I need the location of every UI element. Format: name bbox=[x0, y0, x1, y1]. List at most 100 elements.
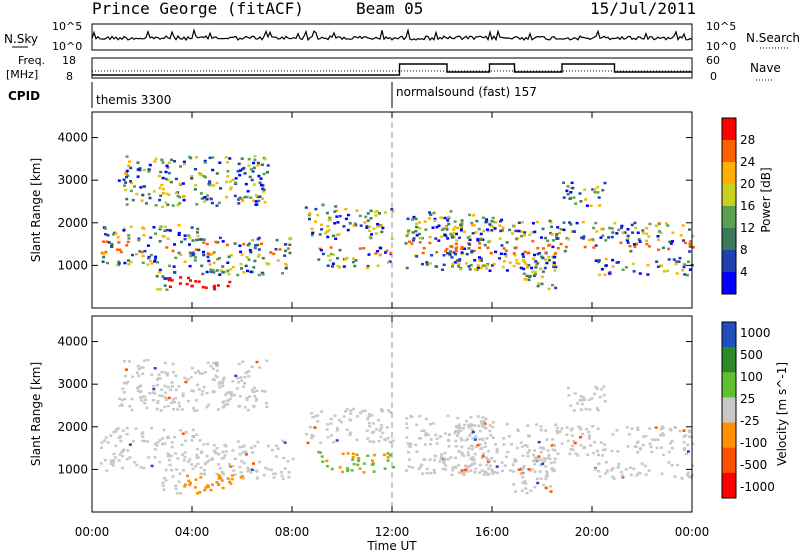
data-cell bbox=[147, 193, 151, 196]
data-cell bbox=[385, 249, 389, 253]
data-cell bbox=[594, 221, 598, 225]
data-cell bbox=[166, 166, 170, 169]
data-cell bbox=[610, 235, 614, 239]
data-cell bbox=[478, 471, 482, 474]
data-cell bbox=[167, 458, 171, 462]
data-cell bbox=[124, 181, 128, 184]
data-cell bbox=[121, 387, 125, 391]
time-axis: 00:00 04:00 08:00 12:00 16:00 20:00 00:00 bbox=[75, 112, 709, 539]
data-cell bbox=[460, 439, 464, 442]
data-cell bbox=[570, 230, 574, 233]
data-cell bbox=[251, 451, 255, 454]
data-cell bbox=[583, 188, 587, 191]
data-cell bbox=[470, 447, 474, 451]
data-cell bbox=[484, 427, 488, 430]
data-cell bbox=[359, 411, 362, 415]
data-cell bbox=[570, 181, 574, 185]
data-cell bbox=[553, 444, 556, 447]
data-cell bbox=[429, 438, 433, 441]
data-cell bbox=[578, 399, 582, 402]
data-cell bbox=[511, 463, 515, 467]
data-cell bbox=[495, 447, 499, 451]
data-cell bbox=[140, 250, 144, 254]
data-cell bbox=[372, 227, 376, 230]
data-cell bbox=[532, 453, 536, 457]
data-cell bbox=[545, 470, 549, 473]
data-cell bbox=[242, 242, 246, 246]
data-cell bbox=[594, 259, 598, 262]
data-cell bbox=[320, 455, 324, 458]
data-cell bbox=[418, 236, 422, 240]
colorbar-frame bbox=[721, 117, 737, 295]
data-cell bbox=[681, 269, 685, 272]
data-cell bbox=[685, 452, 688, 456]
data-cell bbox=[123, 261, 127, 265]
data-cell bbox=[265, 262, 269, 265]
data-cell bbox=[473, 424, 477, 427]
data-cell bbox=[179, 429, 183, 432]
data-cell bbox=[667, 247, 671, 251]
data-cell bbox=[463, 247, 467, 250]
data-cell bbox=[522, 272, 526, 275]
data-cell bbox=[258, 195, 262, 198]
data-cell bbox=[212, 251, 216, 254]
data-cell bbox=[488, 458, 492, 462]
data-cell bbox=[287, 471, 291, 474]
data-cell bbox=[437, 224, 441, 227]
data-cell bbox=[635, 242, 639, 246]
data-cell bbox=[112, 452, 116, 456]
data-cell bbox=[275, 444, 278, 448]
data-cell bbox=[452, 231, 456, 235]
data-cell bbox=[252, 161, 256, 165]
data-cell bbox=[194, 248, 198, 251]
data-cell bbox=[262, 188, 266, 192]
data-cell bbox=[490, 470, 494, 474]
data-cell bbox=[559, 228, 563, 231]
data-cell bbox=[136, 389, 140, 392]
data-cell bbox=[594, 244, 598, 247]
data-cell bbox=[266, 164, 270, 167]
data-cell bbox=[533, 463, 537, 466]
data-cell bbox=[335, 209, 339, 212]
data-cell bbox=[457, 431, 461, 434]
data-cell bbox=[686, 471, 690, 475]
data-cell bbox=[351, 257, 355, 260]
data-cell bbox=[501, 226, 505, 230]
data-cell bbox=[197, 369, 200, 373]
noise-tick-right-high: 10^5 bbox=[706, 20, 736, 33]
data-cell bbox=[478, 443, 482, 446]
data-cell bbox=[209, 270, 213, 273]
data-cell bbox=[137, 374, 141, 378]
data-cell bbox=[537, 440, 541, 444]
data-cell bbox=[215, 481, 219, 484]
data-cell bbox=[553, 461, 556, 464]
data-cell bbox=[238, 173, 242, 177]
data-cell bbox=[533, 230, 537, 234]
data-cell bbox=[633, 245, 637, 249]
data-cell bbox=[468, 235, 472, 238]
data-cell bbox=[593, 440, 596, 444]
data-cell bbox=[560, 442, 564, 445]
data-cell bbox=[526, 434, 530, 437]
data-cell bbox=[209, 268, 213, 271]
data-cell bbox=[143, 439, 147, 443]
data-cell bbox=[438, 435, 442, 438]
data-cell bbox=[250, 168, 253, 171]
data-cell bbox=[533, 253, 536, 257]
data-cell bbox=[521, 252, 525, 256]
data-cell bbox=[454, 242, 458, 246]
data-cell bbox=[556, 246, 560, 250]
data-cell bbox=[244, 371, 248, 375]
data-cell bbox=[191, 239, 195, 242]
data-cell bbox=[152, 387, 156, 391]
data-cell bbox=[247, 375, 251, 378]
colorbar-tick-label: 25 bbox=[740, 392, 755, 406]
data-cell bbox=[211, 390, 215, 393]
data-cell bbox=[99, 462, 103, 465]
data-cell bbox=[376, 250, 380, 253]
velocity-ylabel: Slant Range [km] bbox=[29, 362, 43, 466]
data-cell bbox=[649, 445, 653, 449]
data-cell bbox=[441, 467, 445, 471]
data-cell bbox=[158, 394, 162, 397]
data-cell bbox=[365, 226, 369, 229]
